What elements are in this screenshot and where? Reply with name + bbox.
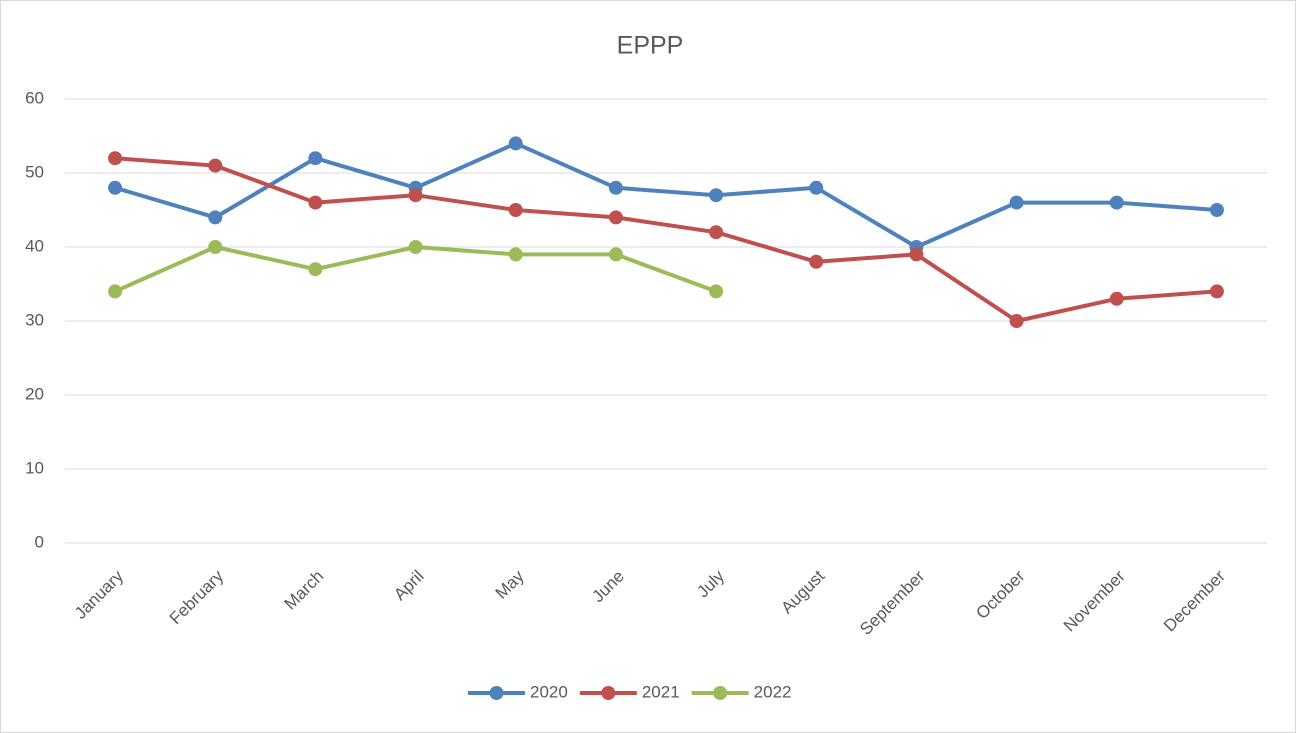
data-point	[608, 180, 623, 195]
y-tick-label: 0	[35, 532, 44, 551]
data-point	[408, 240, 423, 254]
series-line	[114, 141, 1218, 249]
data-point	[608, 210, 623, 225]
data-point	[308, 195, 323, 210]
data-point	[1209, 203, 1224, 217]
data-point	[208, 158, 223, 173]
data-point	[809, 180, 824, 195]
y-tick-label: 40	[25, 236, 44, 255]
legend-marker	[601, 686, 616, 700]
data-point	[108, 151, 123, 166]
y-tick-label: 10	[25, 458, 44, 477]
data-point	[508, 247, 523, 262]
data-point	[508, 203, 523, 217]
legend-label: 2022	[754, 682, 792, 701]
y-tick-label: 60	[25, 88, 44, 107]
data-point	[208, 210, 223, 225]
chart-title: EPPP	[617, 32, 684, 60]
data-point	[308, 151, 323, 166]
data-point	[108, 284, 123, 299]
data-point	[709, 225, 724, 240]
data-point	[1009, 195, 1024, 210]
data-point	[709, 188, 724, 203]
data-point	[108, 180, 123, 195]
data-point	[909, 247, 924, 262]
data-point	[1209, 284, 1224, 299]
data-point	[508, 136, 523, 151]
data-point	[608, 247, 623, 262]
data-point	[709, 284, 724, 299]
data-point	[809, 254, 824, 269]
y-tick-label: 50	[25, 162, 44, 181]
data-point	[408, 188, 423, 203]
y-tick-label: 30	[25, 310, 44, 329]
legend-label: 2020	[530, 682, 568, 701]
y-tick-label: 20	[25, 384, 44, 403]
data-point	[1109, 195, 1124, 210]
legend-label: 2021	[642, 682, 680, 701]
series-line	[114, 156, 1218, 323]
legend-marker	[713, 686, 728, 700]
data-point	[208, 240, 223, 254]
data-point	[308, 262, 323, 277]
data-point	[1009, 314, 1024, 328]
data-point	[1109, 291, 1124, 306]
legend-marker	[489, 686, 504, 700]
